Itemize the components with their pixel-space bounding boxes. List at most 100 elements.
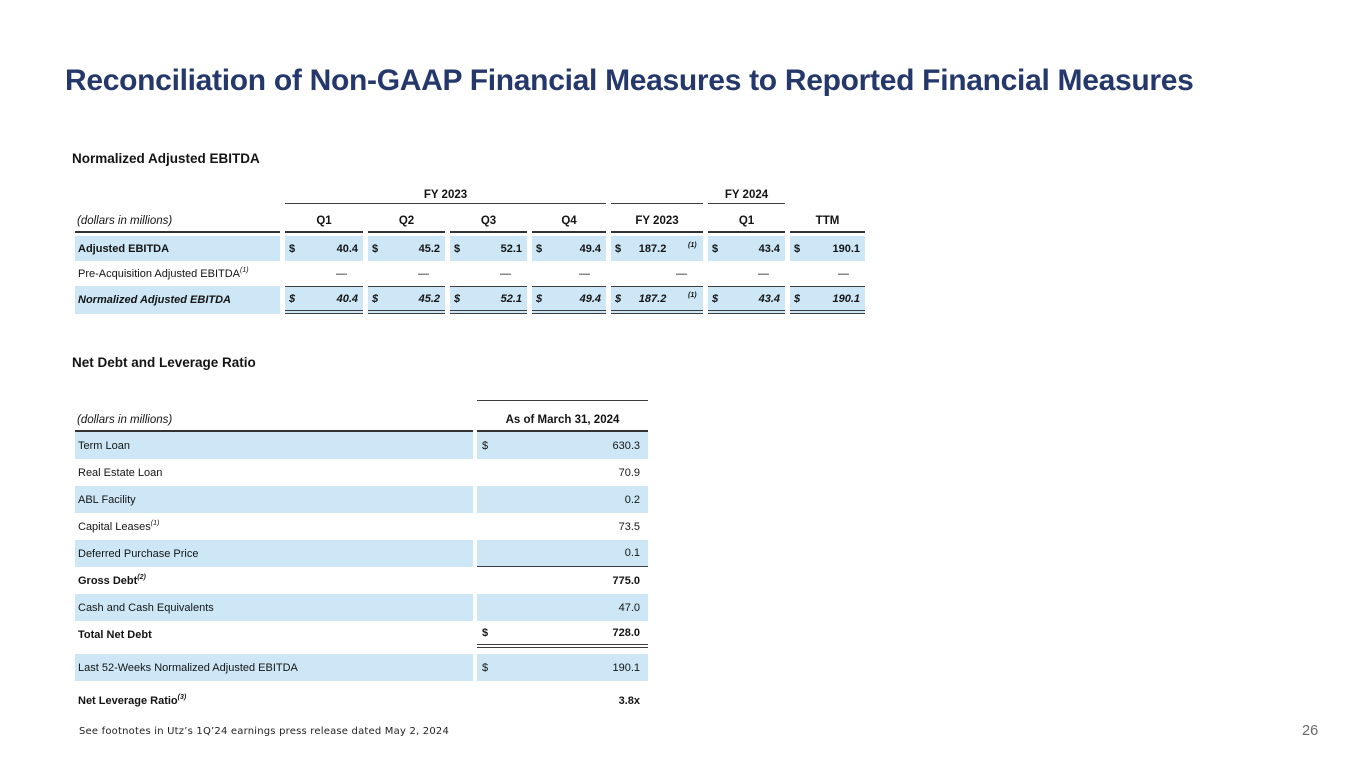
value-cell: $187.2 (1) xyxy=(611,236,703,261)
cell-value: 49.4 xyxy=(579,242,601,255)
footnote-ref: (1) xyxy=(688,242,697,249)
cell-value: 40.4 xyxy=(336,292,358,305)
value-cell: $49.4 xyxy=(532,236,606,261)
table-row: Total Net Debt $728.0 xyxy=(75,621,648,648)
ebitda-table: FY 2023 FY 2024 (dollars in millions) Q1… xyxy=(75,186,867,314)
row-label: Adjusted EBITDA xyxy=(75,236,280,261)
section-heading-ebitda: Normalized Adjusted EBITDA xyxy=(72,151,260,166)
row-label: Last 52-Weeks Normalized Adjusted EBITDA xyxy=(75,654,473,681)
value-cell: — xyxy=(790,261,865,286)
row-label-text: Gross Debt xyxy=(78,574,138,587)
net-debt-header-row: (dollars in millions) As of March 31, 20… xyxy=(75,400,648,432)
dollar-sign: $ xyxy=(482,439,489,452)
table-row: Cash and Cash Equivalents 47.0 xyxy=(75,594,648,621)
row-label-text: Last 52-Weeks Normalized Adjusted EBITDA xyxy=(78,661,298,674)
cell-value: 190.1 xyxy=(832,242,860,255)
ebitda-group-header-row: FY 2023 FY 2024 xyxy=(75,186,867,204)
cell-value: 45.2 xyxy=(418,292,440,305)
value-cell: $40.4 xyxy=(285,236,363,261)
row-label: ABL Facility xyxy=(75,486,473,513)
value-cell: $728.0 xyxy=(477,621,648,648)
cell-value: 728.0 xyxy=(612,626,640,639)
table-row: Deferred Purchase Price 0.1 xyxy=(75,540,648,567)
table-row: Normalized Adjusted EBITDA $40.4 $45.2 $52.… xyxy=(75,286,867,314)
table-row: Net Leverage Ratio (3) 3.8x xyxy=(75,687,648,714)
value-cell: $43.4 xyxy=(708,236,785,261)
table-row: Capital Leases (1) 73.5 xyxy=(75,513,648,540)
row-label: Capital Leases (1) xyxy=(75,513,473,540)
dollar-sign: $ xyxy=(289,242,296,255)
cell-value: 0.2 xyxy=(624,493,640,506)
group-header-annual-rule xyxy=(611,186,703,204)
cell-value: 47.0 xyxy=(618,601,640,614)
column-header: Q4 xyxy=(532,204,606,233)
value-cell: 3.8x xyxy=(477,687,648,714)
value-cell: — xyxy=(532,261,606,286)
column-header: Q1 xyxy=(708,204,785,233)
cell-value: 190.1 xyxy=(612,661,640,674)
row-label: Pre-Acquisition Adjusted EBITDA (1) xyxy=(75,261,280,286)
footnote-ref: (1) xyxy=(240,267,249,274)
row-label-text: Net Leverage Ratio xyxy=(78,694,178,707)
dollar-sign: $ xyxy=(615,292,622,305)
row-label: Cash and Cash Equivalents xyxy=(75,594,473,621)
row-label-text: Adjusted EBITDA xyxy=(78,242,170,255)
column-header: FY 2023 xyxy=(611,204,703,233)
ebitda-table-body: Adjusted EBITDA $40.4 $45.2 $52.1 $49.4 $187.… xyxy=(75,236,867,314)
cell-value: — xyxy=(758,267,769,280)
value-cell: 775.0 xyxy=(477,567,648,594)
cell-value: 187.2 xyxy=(638,242,667,255)
row-label-text: Total Net Debt xyxy=(78,628,152,641)
dollar-sign: $ xyxy=(482,661,489,674)
dollar-sign: $ xyxy=(372,292,379,305)
value-cell: 0.2 xyxy=(477,486,648,513)
cell-value: — xyxy=(500,267,511,280)
value-cell: — xyxy=(450,261,527,286)
cell-value: — xyxy=(838,267,849,280)
table-row: Gross Debt (2) 775.0 xyxy=(75,567,648,594)
footnote-ref: (1) xyxy=(150,520,160,527)
page-number: 26 xyxy=(1302,723,1319,739)
value-cell: $52.1 xyxy=(450,236,527,261)
row-label: Real Estate Loan xyxy=(75,459,473,486)
cell-value: 70.9 xyxy=(618,466,640,479)
dollar-sign: $ xyxy=(372,242,379,255)
dollar-sign: $ xyxy=(482,626,489,639)
cell-value: 49.4 xyxy=(579,292,601,305)
row-label-text: Pre-Acquisition Adjusted EBITDA xyxy=(78,267,241,280)
value-cell: $43.4 xyxy=(708,286,785,314)
dollar-sign: $ xyxy=(712,292,719,305)
row-label: Deferred Purchase Price xyxy=(75,540,473,567)
value-cell: $190.1 xyxy=(477,654,648,681)
cell-value: — xyxy=(418,267,429,280)
cell-value: — xyxy=(336,267,347,280)
section-heading-net-debt: Net Debt and Leverage Ratio xyxy=(72,355,256,370)
cell-value: 52.1 xyxy=(500,242,522,255)
column-header: Q3 xyxy=(450,204,527,233)
value-cell: $630.3 xyxy=(477,432,648,459)
row-label-text: Real Estate Loan xyxy=(78,466,163,479)
row-label: Net Leverage Ratio (3) xyxy=(75,687,473,714)
row-label-text: Normalized Adjusted EBITDA xyxy=(78,294,231,306)
cell-value: 775.0 xyxy=(612,574,640,587)
cell-value: 3.8x xyxy=(618,694,640,707)
dollar-sign: $ xyxy=(536,242,543,255)
value-cell: $40.4 xyxy=(285,286,363,314)
cell-value: 43.4 xyxy=(758,292,780,305)
value-cell: — xyxy=(708,261,785,286)
cell-value: 630.3 xyxy=(612,439,640,452)
value-cell: $52.1 xyxy=(450,286,527,314)
value-cell: — xyxy=(611,261,703,286)
cell-value: — xyxy=(579,267,590,280)
value-cell: $49.4 xyxy=(532,286,606,314)
value-cell: 0.1 xyxy=(477,540,648,567)
cell-value: 45.2 xyxy=(418,242,440,255)
cell-value: 187.2 xyxy=(638,292,667,305)
value-column-header: As of March 31, 2024 xyxy=(477,400,648,432)
value-cell: $190.1 xyxy=(790,236,865,261)
net-debt-table: (dollars in millions) As of March 31, 20… xyxy=(75,400,648,714)
row-label-text: Term Loan xyxy=(78,439,130,452)
column-header: TTM xyxy=(790,204,865,233)
units-label: (dollars in millions) xyxy=(75,204,280,233)
